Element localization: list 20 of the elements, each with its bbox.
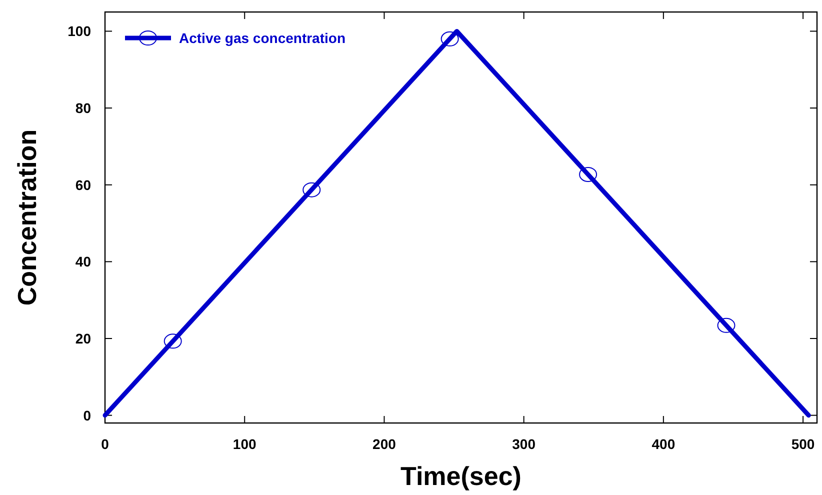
point [579, 166, 598, 182]
y-tick-label: 100 [68, 23, 92, 40]
y-tick-label: 80 [75, 100, 92, 116]
y-tick-label: 20 [75, 330, 92, 346]
x-axis-title: Time(sec) [400, 461, 522, 491]
x-tick-label: 0 [101, 436, 110, 452]
y-tick-label: 60 [75, 176, 92, 193]
legend-label: Active gas concentration [179, 30, 346, 46]
x-tick-label: 300 [512, 436, 536, 452]
y-axis-title: Concentration [12, 129, 42, 306]
x-tick-label: 200 [372, 436, 396, 452]
x-tick-label: 100 [232, 436, 256, 452]
point [164, 334, 182, 349]
y-tick-label: 40 [75, 254, 92, 270]
point [717, 318, 736, 333]
x-tick-label: 400 [652, 436, 676, 452]
point [302, 182, 321, 198]
point [440, 31, 459, 46]
x-tick-label: 500 [791, 436, 815, 452]
y-tick-label: 0 [83, 407, 92, 424]
